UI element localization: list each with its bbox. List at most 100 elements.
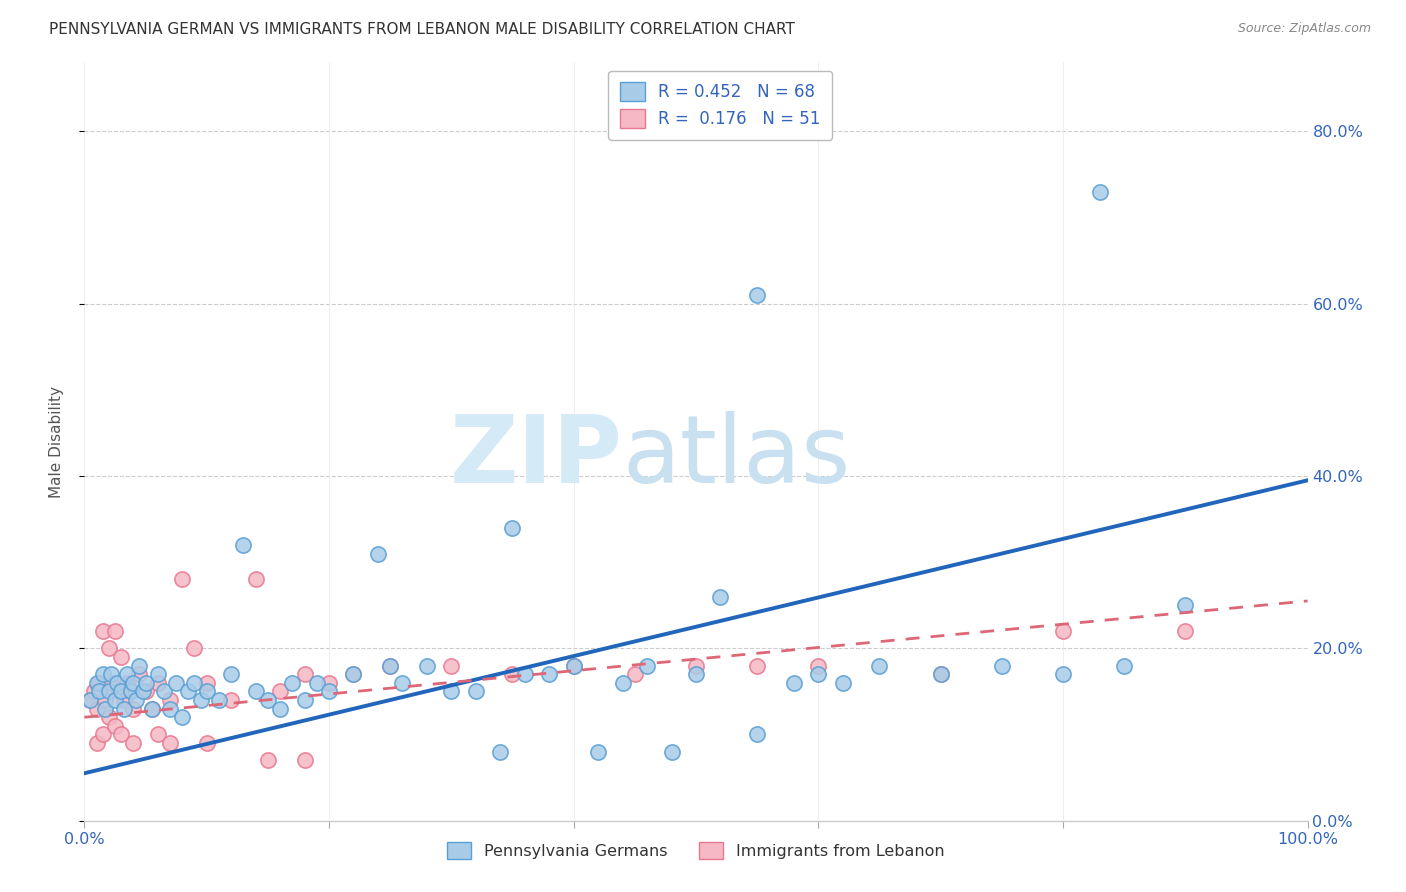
Point: [294, 693, 316, 707]
Point: [183, 675, 205, 690]
Point: [153, 684, 176, 698]
Point: [94, 693, 117, 707]
Point: [112, 701, 135, 715]
Point: [929, 667, 952, 681]
Point: [104, 693, 127, 707]
Point: [91, 727, 114, 741]
Text: PENNSYLVANIA GERMAN VS IMMIGRANTS FROM LEBANON MALE DISABILITY CORRELATION CHART: PENNSYLVANIA GERMAN VS IMMIGRANTS FROM L…: [49, 22, 794, 37]
Point: [94, 701, 117, 715]
Point: [110, 684, 132, 698]
Point: [1052, 624, 1074, 639]
Point: [177, 684, 200, 698]
Point: [318, 684, 340, 698]
Point: [141, 701, 163, 715]
Point: [807, 667, 830, 681]
Point: [190, 693, 212, 707]
Point: [83, 684, 105, 698]
Point: [1088, 185, 1111, 199]
Point: [97, 684, 120, 698]
Point: [91, 667, 114, 681]
Point: [257, 693, 280, 707]
Point: [1174, 624, 1197, 639]
Point: [1114, 658, 1136, 673]
Point: [165, 675, 187, 690]
Point: [104, 624, 127, 639]
Point: [562, 658, 585, 673]
Point: [159, 736, 181, 750]
Point: [110, 649, 132, 664]
Point: [245, 573, 267, 587]
Point: [195, 684, 218, 698]
Point: [807, 658, 830, 673]
Point: [86, 736, 108, 750]
Text: ZIP: ZIP: [450, 410, 623, 503]
Point: [538, 667, 561, 681]
Point: [115, 667, 138, 681]
Point: [991, 658, 1014, 673]
Point: [489, 745, 512, 759]
Point: [104, 719, 127, 733]
Point: [685, 667, 707, 681]
Point: [128, 667, 150, 681]
Point: [112, 693, 135, 707]
Point: [294, 667, 316, 681]
Point: [132, 684, 155, 698]
Point: [636, 658, 658, 673]
Point: [380, 658, 402, 673]
Point: [219, 667, 242, 681]
Point: [79, 693, 101, 707]
Point: [232, 538, 254, 552]
Point: [562, 658, 585, 673]
Point: [294, 753, 316, 767]
Point: [87, 675, 110, 690]
Point: [128, 658, 150, 673]
Point: [183, 641, 205, 656]
Point: [91, 624, 114, 639]
Point: [120, 684, 142, 698]
Point: [195, 736, 218, 750]
Point: [1052, 667, 1074, 681]
Point: [100, 675, 122, 690]
Point: [318, 675, 340, 690]
Point: [661, 745, 683, 759]
Point: [146, 667, 169, 681]
Point: [245, 684, 267, 698]
Point: [269, 701, 291, 715]
Point: [122, 736, 145, 750]
Point: [747, 658, 769, 673]
Point: [367, 547, 389, 561]
Point: [97, 641, 120, 656]
Point: [783, 675, 806, 690]
Point: [747, 727, 769, 741]
Text: atlas: atlas: [623, 410, 851, 503]
Point: [831, 675, 853, 690]
Point: [87, 684, 110, 698]
Point: [115, 675, 138, 690]
Point: [513, 667, 536, 681]
Point: [110, 727, 132, 741]
Point: [440, 658, 463, 673]
Point: [107, 684, 129, 698]
Point: [219, 693, 242, 707]
Point: [624, 667, 647, 681]
Point: [79, 693, 101, 707]
Point: [172, 573, 194, 587]
Point: [502, 667, 524, 681]
Point: [586, 745, 609, 759]
Y-axis label: Male Disability: Male Disability: [49, 385, 63, 498]
Point: [305, 675, 328, 690]
Text: Source: ZipAtlas.com: Source: ZipAtlas.com: [1237, 22, 1371, 36]
Point: [159, 693, 181, 707]
Point: [86, 701, 108, 715]
Point: [502, 521, 524, 535]
Point: [464, 684, 486, 698]
Point: [391, 675, 413, 690]
Point: [342, 667, 364, 681]
Point: [135, 675, 157, 690]
Point: [440, 684, 463, 698]
Point: [100, 667, 122, 681]
Point: [929, 667, 952, 681]
Point: [342, 667, 364, 681]
Point: [269, 684, 291, 698]
Point: [612, 675, 634, 690]
